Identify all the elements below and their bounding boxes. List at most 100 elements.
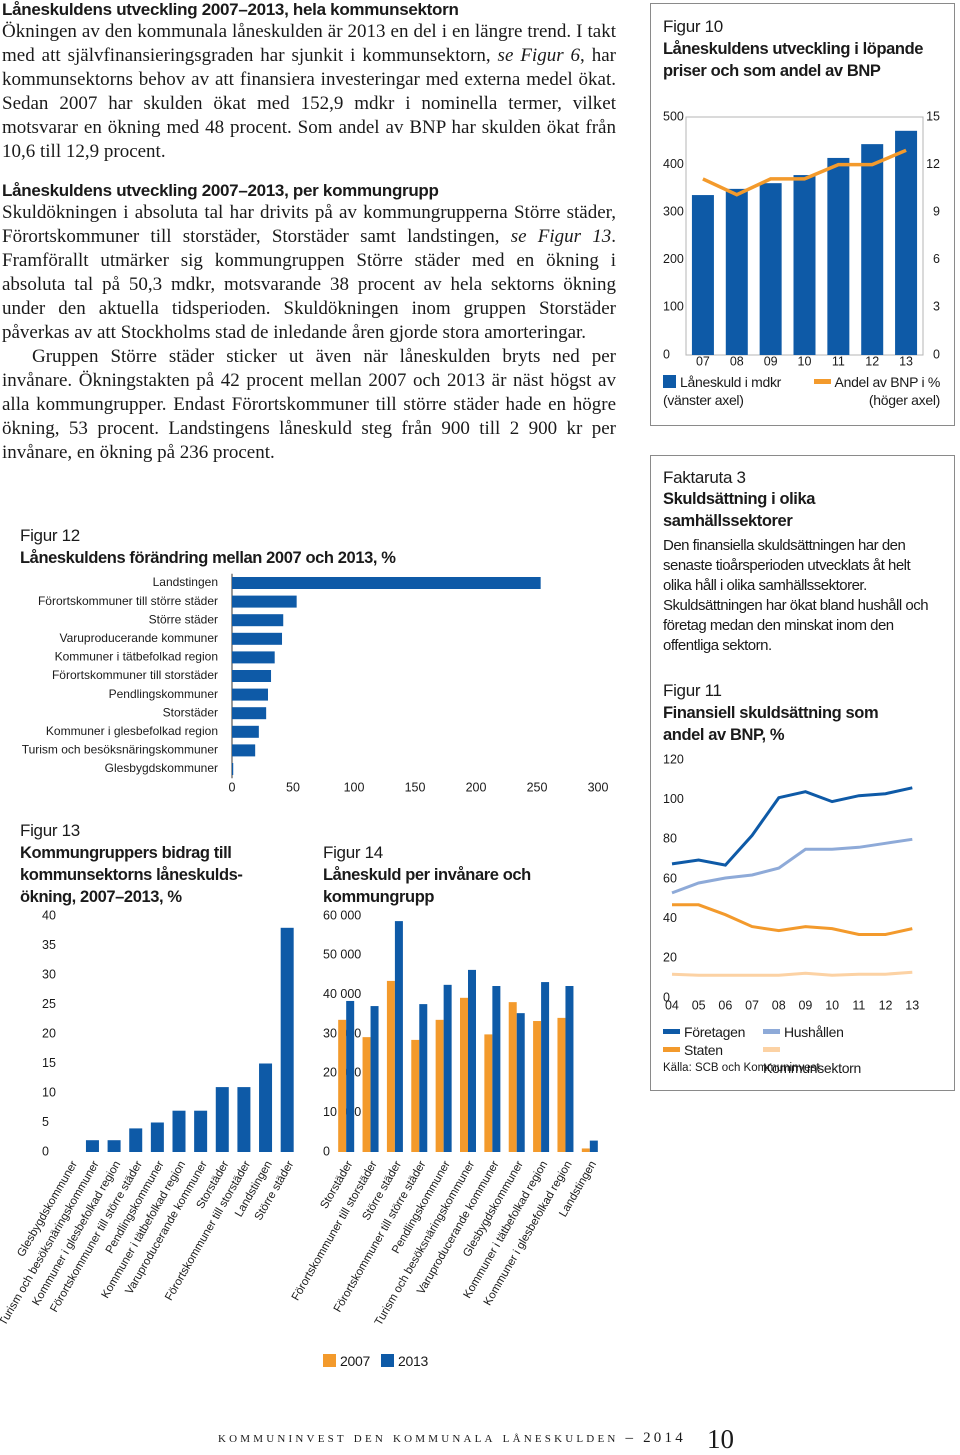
x-tick-label: 150 bbox=[405, 780, 426, 794]
figure-title: Låneskuldens utveckling i löpande priser… bbox=[663, 40, 924, 80]
footer-publication: kommuninvest den kommunala låneskulden –… bbox=[218, 1430, 686, 1446]
category-label: Storstäder bbox=[163, 705, 218, 719]
bar bbox=[150, 1122, 164, 1152]
legend: Företagen Hushållen Staten Kommunsektorn bbox=[663, 1023, 903, 1077]
bar bbox=[346, 1000, 355, 1152]
bar bbox=[259, 1063, 273, 1152]
bar bbox=[232, 632, 283, 645]
y-tick-label: 60 000 bbox=[323, 908, 361, 922]
category-label: Landstingen bbox=[153, 575, 218, 589]
bar bbox=[460, 997, 468, 1152]
bar bbox=[232, 763, 234, 775]
category-label: Pendlingskommuner bbox=[109, 687, 218, 701]
x-tick-label: Större städer bbox=[360, 1159, 404, 1223]
fact-body: Den finansiella skuldsättningen har den … bbox=[663, 537, 929, 654]
bar bbox=[232, 614, 284, 627]
legend-item: Kommunsektorn bbox=[763, 1041, 863, 1077]
section-heading: Låneskuldens utveckling 2007–2013, per k… bbox=[2, 181, 439, 201]
legend: Låneskuld i mdkr (vänster axel) Andel av … bbox=[663, 373, 940, 409]
bar bbox=[508, 1002, 517, 1152]
x-tick-label: Pendlingskommuner bbox=[390, 1159, 453, 1256]
bar bbox=[533, 1021, 542, 1152]
legend-label: Kommunsektorn bbox=[763, 1060, 862, 1076]
section: Låneskuldens utveckling 2007–2013, per k… bbox=[2, 181, 616, 464]
x-tick-label: Storstäder bbox=[318, 1159, 355, 1211]
x-tick-label: 100 bbox=[344, 780, 365, 794]
bar bbox=[129, 1128, 143, 1152]
bar bbox=[237, 1087, 251, 1152]
x-tick-label: Varuproducerande kommuner bbox=[415, 1159, 501, 1297]
legend-swatch bbox=[813, 379, 831, 384]
figure-label: Figur 11 bbox=[663, 681, 722, 700]
x-tick-label: Förortskommuner till större städer bbox=[48, 1159, 145, 1315]
legend-swatch bbox=[663, 1047, 680, 1052]
legend-item: Andel av BNP i % (höger axel) bbox=[805, 373, 940, 409]
x-tick-label: 300 bbox=[588, 780, 609, 794]
bar bbox=[468, 969, 476, 1152]
bar bbox=[280, 927, 294, 1152]
bar bbox=[557, 1017, 566, 1152]
category-label: Större städer bbox=[149, 612, 218, 626]
x-tick-label: Förortskommuner till storstäder bbox=[163, 1159, 253, 1303]
bar bbox=[362, 1037, 371, 1152]
legend-item: 2007 bbox=[323, 1352, 381, 1370]
section: Låneskuldens utveckling 2007–2013, hela … bbox=[2, 0, 616, 163]
legend-swatch bbox=[763, 1047, 780, 1052]
y-tick-label: 10 000 bbox=[323, 1105, 361, 1119]
y-tick-label: 25 bbox=[42, 997, 56, 1011]
paragraph: Ökningen av den kommunala låneskulden är… bbox=[2, 20, 616, 163]
source: Källa: SCB och Kommuninvest bbox=[663, 1062, 820, 1074]
bar bbox=[565, 986, 574, 1152]
x-tick-label: Kommuner i glesbefolkad region bbox=[30, 1159, 123, 1308]
text-run: se Figur 6 bbox=[497, 44, 581, 66]
figure-label: Figur 10 bbox=[663, 17, 723, 36]
fact-box bbox=[650, 455, 955, 1091]
paragraph: Gruppen Större städer sticker ut även nä… bbox=[2, 345, 616, 465]
x-tick-label: Storstäder bbox=[195, 1159, 232, 1211]
legend-label: Andel av BNP i % (höger axel) bbox=[834, 374, 941, 408]
bar bbox=[232, 707, 267, 720]
figure-title: Kommungruppers bidrag till kommunsektorn… bbox=[20, 844, 243, 906]
x-tick-label: Turism och besöksnäringskommuner bbox=[373, 1159, 478, 1328]
x-tick-label: Glesbygdskommuner bbox=[15, 1159, 80, 1259]
bar bbox=[581, 1148, 590, 1152]
legend-label: Staten bbox=[684, 1042, 723, 1058]
x-tick-label: Kommuner i glesbefolkad region bbox=[482, 1159, 575, 1308]
y-tick-label: 15 bbox=[42, 1056, 56, 1070]
x-tick-label: 50 bbox=[286, 780, 300, 794]
bar bbox=[338, 1019, 347, 1152]
legend-swatch bbox=[763, 1029, 780, 1034]
x-tick-label: Förortskommuner till större städer bbox=[332, 1159, 429, 1315]
bar bbox=[492, 986, 501, 1152]
text-run: . Framförallt utmärker sig kommungruppen… bbox=[2, 226, 616, 343]
y-tick-label: 30 000 bbox=[323, 1026, 361, 1040]
bar bbox=[541, 982, 550, 1152]
bar bbox=[484, 1034, 493, 1152]
category-label: Turism och besöksnäringskommuner bbox=[22, 743, 218, 757]
x-tick-label: Pendlingskommuner bbox=[104, 1159, 167, 1256]
x-tick-label: Turism och besöksnäringskommuner bbox=[0, 1159, 102, 1328]
bar bbox=[435, 1019, 444, 1152]
legend-label: Hushållen bbox=[784, 1024, 844, 1040]
y-tick-label: 40 bbox=[42, 908, 56, 922]
article-text: Låneskuldens utveckling 2007–2013, hela … bbox=[2, 0, 616, 464]
category-label: Glesbygdskommuner bbox=[105, 761, 218, 775]
bar bbox=[394, 921, 403, 1152]
bar bbox=[232, 577, 541, 589]
x-tick-label: Större städer bbox=[253, 1159, 297, 1223]
bar bbox=[232, 725, 259, 738]
bar bbox=[215, 1087, 229, 1152]
y-tick-label: 35 bbox=[42, 938, 56, 952]
legend-item: 2013 bbox=[381, 1352, 439, 1370]
x-tick-label: Landstingen bbox=[557, 1159, 599, 1219]
y-tick-label: 5 bbox=[42, 1115, 49, 1129]
category-label: Förortskommuner till storstäder bbox=[52, 668, 218, 682]
bar bbox=[232, 595, 297, 608]
legend-item: Låneskuld i mdkr (vänster axel) bbox=[663, 373, 798, 409]
bar bbox=[370, 1006, 379, 1152]
legend-label: 2013 bbox=[398, 1353, 428, 1369]
text-run: Ökningen av den kommunala låneskulden är… bbox=[2, 21, 616, 66]
legend-swatch bbox=[663, 375, 676, 388]
bar bbox=[232, 688, 268, 701]
bar bbox=[386, 980, 395, 1152]
